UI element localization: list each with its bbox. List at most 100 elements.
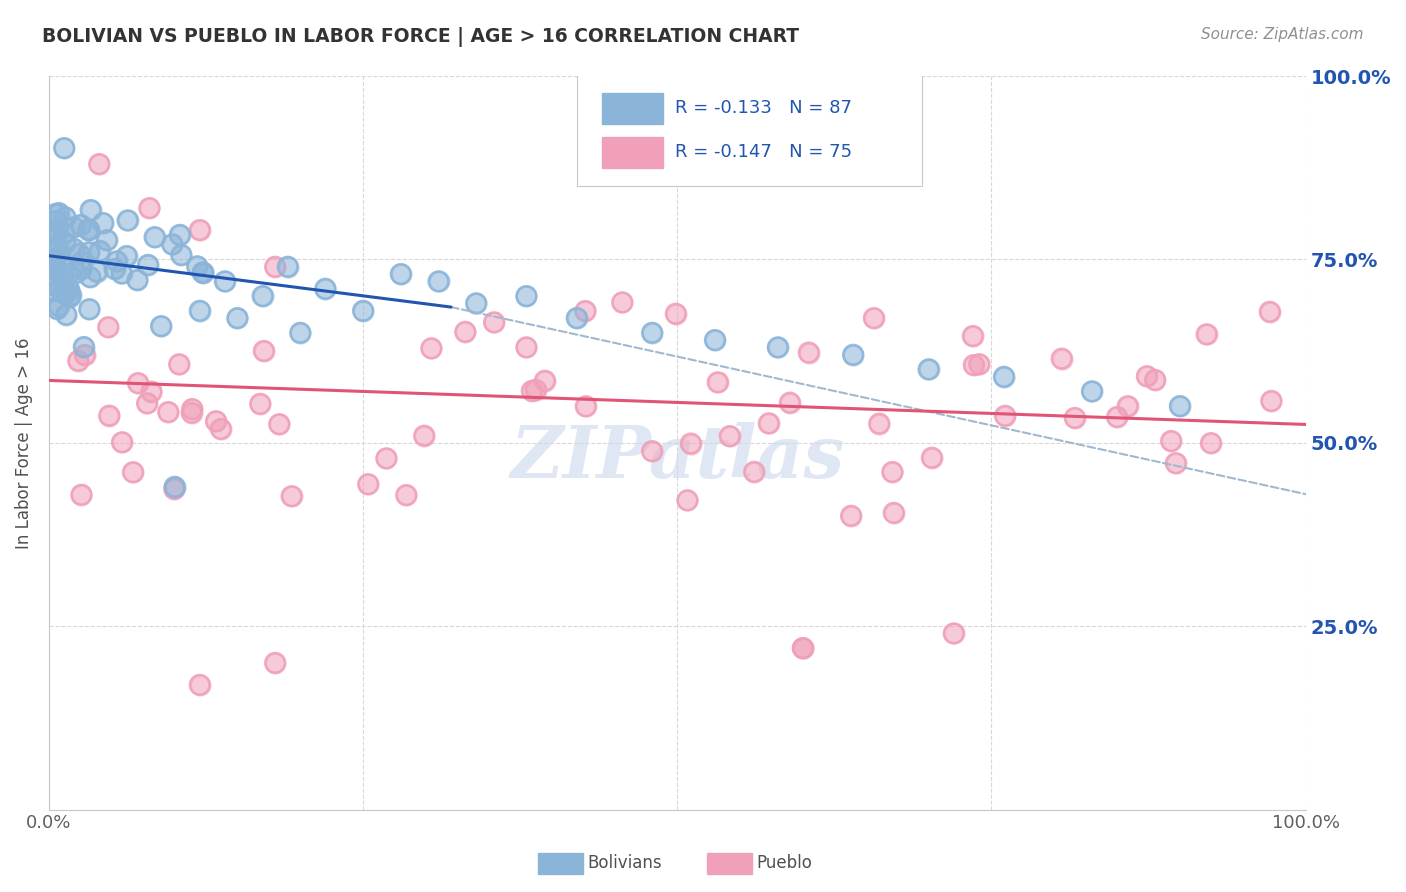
Point	[45, 223, 67, 237]
Point	[63, 220, 86, 235]
Point	[150, 319, 173, 334]
Text: Source: ZipAtlas.com: Source: ZipAtlas.com	[1201, 27, 1364, 42]
Point	[191, 266, 214, 280]
Text: Pueblo: Pueblo	[756, 855, 813, 872]
Point	[69, 218, 91, 232]
Point	[65, 266, 87, 280]
Point	[181, 402, 204, 417]
Point	[520, 384, 543, 398]
Point	[79, 302, 101, 317]
Point	[188, 303, 211, 318]
Point	[797, 345, 820, 359]
Point	[706, 376, 728, 390]
Point	[53, 141, 76, 155]
Point	[44, 252, 66, 266]
Point	[679, 436, 702, 450]
Point	[1258, 305, 1281, 319]
Point	[55, 308, 77, 322]
Point	[67, 353, 90, 368]
Point	[44, 259, 66, 273]
Point	[1168, 399, 1191, 413]
Point	[45, 241, 67, 255]
Point	[868, 417, 890, 431]
Point	[77, 222, 100, 236]
Point	[48, 299, 70, 313]
Point	[766, 340, 789, 354]
Point	[89, 157, 111, 171]
Point	[77, 245, 100, 260]
Point	[280, 489, 302, 503]
Point	[70, 262, 93, 277]
Point	[1144, 373, 1167, 387]
Point	[45, 227, 67, 242]
Point	[67, 246, 90, 260]
Point	[63, 242, 86, 256]
Point	[375, 451, 398, 466]
Point	[44, 207, 66, 221]
Point	[59, 287, 82, 301]
Point	[127, 376, 149, 391]
Point	[77, 223, 100, 237]
Point	[264, 260, 287, 274]
Point	[180, 406, 202, 420]
Point	[58, 283, 80, 297]
Point	[46, 243, 69, 257]
Point	[264, 656, 287, 670]
Point	[167, 357, 190, 371]
Point	[249, 397, 271, 411]
Point	[1260, 393, 1282, 408]
Point	[1116, 399, 1139, 413]
Point	[1107, 410, 1129, 425]
Point	[277, 260, 299, 274]
Point	[1160, 434, 1182, 448]
Point	[706, 376, 728, 390]
Point	[534, 374, 557, 388]
Point	[115, 249, 138, 263]
Point	[1107, 410, 1129, 425]
Point	[91, 216, 114, 230]
Point	[46, 241, 69, 255]
Point	[209, 422, 232, 436]
Point	[352, 303, 374, 318]
Point	[868, 417, 890, 431]
Point	[51, 260, 73, 275]
Point	[77, 223, 100, 237]
Point	[48, 282, 70, 296]
Point	[122, 465, 145, 479]
Point	[917, 362, 939, 376]
Point	[226, 311, 249, 326]
Point	[188, 678, 211, 692]
Point	[534, 374, 557, 388]
Point	[676, 493, 699, 508]
Point	[280, 489, 302, 503]
Point	[779, 395, 801, 409]
Point	[136, 396, 159, 410]
Point	[73, 348, 96, 362]
Point	[53, 235, 76, 250]
Point	[48, 206, 70, 220]
Point	[963, 358, 986, 372]
Point	[290, 326, 312, 340]
Point	[59, 290, 82, 304]
Point	[96, 233, 118, 247]
Point	[420, 342, 443, 356]
Point	[150, 319, 173, 334]
Point	[53, 286, 76, 301]
Point	[1136, 369, 1159, 384]
Point	[44, 278, 66, 293]
Point	[515, 289, 537, 303]
Point	[758, 417, 780, 431]
Text: Bolivians: Bolivians	[588, 855, 662, 872]
Point	[44, 262, 66, 277]
Point	[718, 429, 741, 443]
Point	[1199, 436, 1222, 450]
Point	[314, 282, 336, 296]
Point	[962, 329, 984, 343]
Point	[1164, 456, 1187, 470]
Point	[205, 414, 228, 428]
Point	[77, 245, 100, 260]
Point	[167, 357, 190, 371]
Point	[59, 287, 82, 301]
Point	[117, 213, 139, 227]
Point	[993, 369, 1015, 384]
